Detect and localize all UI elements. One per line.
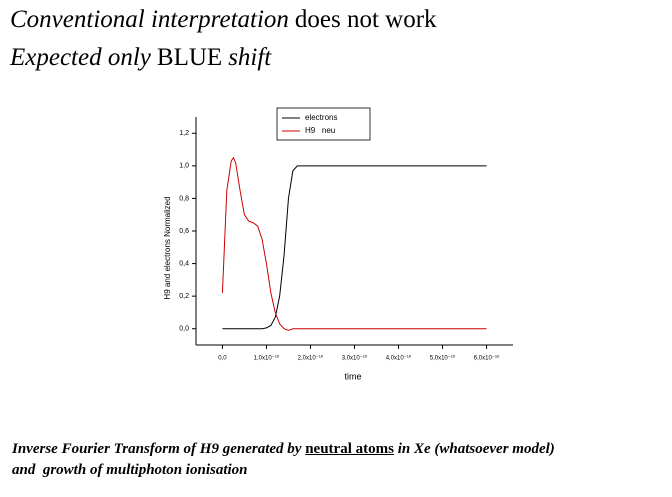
text-segment: and growth of multiphoton ionisation bbox=[12, 462, 248, 478]
y-tick-label: 0,0 bbox=[179, 326, 189, 333]
text-segment: Inverse Fourier Transform of H9 generate… bbox=[12, 441, 306, 457]
chart: time H9 and electrons Normalized 0,0 0,2 0… bbox=[163, 107, 513, 381]
text-segment: does not work bbox=[294, 6, 437, 33]
heading-line: Conventional interpretation does not work bbox=[10, 6, 437, 34]
series-line bbox=[222, 165, 487, 330]
text-segment: in Xe (whatsoever model) bbox=[393, 441, 555, 457]
y-tick-label: 1,0 bbox=[179, 163, 189, 170]
text-segment: Conventional interpretation bbox=[10, 6, 289, 33]
text-segment: shift bbox=[228, 44, 272, 71]
heading-line: Expected only BLUE shift bbox=[10, 44, 271, 72]
x-tick-label: 3,0x10⁻¹⁰ bbox=[342, 355, 368, 362]
x-axis-label: time bbox=[344, 371, 361, 381]
text-segment: Expected only bbox=[10, 44, 151, 71]
y-tick-label: 0,8 bbox=[179, 195, 189, 202]
x-tick-label: 5,0x10⁻¹⁰ bbox=[430, 355, 456, 362]
x-tick-label: 2,0x10⁻¹⁰ bbox=[298, 355, 324, 362]
legend-box bbox=[276, 107, 371, 141]
x-tick-label: 4,0x10⁻¹⁰ bbox=[386, 355, 412, 362]
legend-label: electrons bbox=[305, 113, 337, 122]
caption-line: Inverse Fourier Transform of H9 generate… bbox=[12, 441, 555, 458]
x-tick-label: 1,0x10⁻¹⁰ bbox=[254, 355, 280, 362]
series-line bbox=[221, 156, 487, 331]
x-tick-label: 6,0x10⁻¹⁰ bbox=[474, 355, 500, 362]
text-segment: neutral atoms bbox=[305, 441, 394, 457]
y-tick-label: 0,4 bbox=[179, 260, 189, 267]
y-tick-label: 0,2 bbox=[179, 293, 189, 300]
x-tick-label: 0,0 bbox=[218, 356, 227, 362]
text-segment: BLUE bbox=[156, 44, 223, 71]
legend-label: H9 neu bbox=[305, 126, 335, 135]
y-tick-label: 1,2 bbox=[179, 130, 189, 137]
y-tick-label: 0,6 bbox=[179, 228, 189, 235]
y-axis-label: H9 and electrons Normalized bbox=[163, 196, 172, 299]
caption-line: and growth of multiphoton ionisation bbox=[12, 462, 248, 479]
